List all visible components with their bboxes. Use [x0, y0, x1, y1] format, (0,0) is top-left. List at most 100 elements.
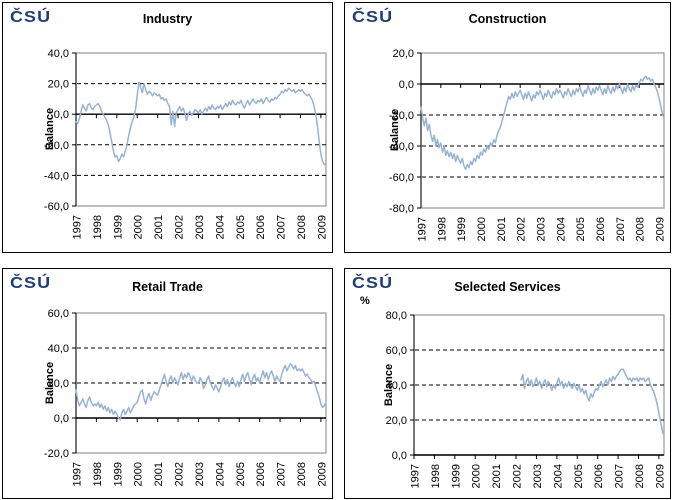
- y-axis-title: Balance: [44, 361, 56, 405]
- y-tick-label: 80,0: [386, 310, 407, 322]
- y-tick-label: -80,0: [389, 203, 414, 215]
- chart-title-industry: Industry: [142, 12, 193, 26]
- series-line-selected-services: [520, 368, 665, 437]
- x-tick-label: 2000: [133, 215, 145, 239]
- x-tick-label: 2004: [214, 215, 226, 239]
- x-tick-label: 1997: [410, 464, 422, 488]
- y-tick-label: 60,0: [386, 345, 407, 357]
- x-tick-label: 1999: [456, 217, 468, 241]
- y-tick-label: -60,0: [44, 201, 69, 213]
- plot-area-border: [75, 52, 327, 207]
- y-tick-label: 40,0: [48, 343, 69, 355]
- x-tick-label: 2007: [276, 462, 288, 486]
- x-tick-label: 2006: [593, 464, 605, 488]
- chart-panel-selected-services: 80,0 60,0 40,0 20,0 0,0 1997 1998 1999 2000 2001 2…: [344, 268, 671, 499]
- x-tick-label: 1999: [450, 464, 462, 488]
- x-tick-label: 2002: [174, 462, 186, 486]
- x-tick-label: 1999: [112, 215, 124, 239]
- y-tick-label: -20,0: [44, 448, 69, 460]
- x-tick-label: 2006: [255, 215, 267, 239]
- x-tick-label: 2007: [276, 215, 288, 239]
- x-tick-label: 2000: [476, 217, 488, 241]
- y-tick-label: 0,0: [392, 450, 407, 462]
- y-tick-label: -40,0: [44, 170, 69, 182]
- x-tick-label: 1997: [72, 215, 84, 239]
- series-line-industry: [75, 81, 327, 166]
- x-tick-label: 2001: [496, 217, 508, 241]
- y-tick-label: 40,0: [48, 48, 69, 60]
- x-tick-label: 2002: [512, 464, 524, 488]
- y-tick-label: 20,0: [393, 48, 414, 60]
- y-axis-title: Balance: [44, 107, 56, 151]
- x-tick-label: 1997: [72, 462, 84, 486]
- x-tick-label: 2005: [235, 462, 247, 486]
- x-tick-label: 2009: [655, 217, 667, 241]
- x-tick-label: 2005: [235, 215, 247, 239]
- y-tick-label: 20,0: [48, 79, 69, 91]
- y-tick-label: 20,0: [48, 378, 69, 390]
- csu-logo: ČSÚ: [10, 275, 52, 292]
- y-tick-label: -20,0: [44, 140, 69, 152]
- chart-panel-construction: 20,0 0,0 -20,0 -40,0 -60,0 -80,0 1997 1998 1999 2…: [344, 2, 671, 253]
- x-tick-label: 2009: [316, 215, 328, 239]
- x-tick-label: 2009: [654, 464, 666, 488]
- x-tick-label: 1999: [112, 462, 124, 486]
- x-tick-label: 2001: [153, 462, 165, 486]
- y-tick-label: -40,0: [389, 141, 414, 153]
- x-tick-label: 2002: [174, 215, 186, 239]
- x-tick-label: 1998: [92, 215, 104, 239]
- x-tick-label: 2003: [536, 217, 548, 241]
- x-tick-label: 2005: [575, 217, 587, 241]
- x-tick-label: 2003: [194, 462, 206, 486]
- csu-logo: ČSÚ: [352, 9, 394, 26]
- x-tick-label: 2007: [615, 217, 627, 241]
- x-tick-label: 2000: [133, 462, 145, 486]
- x-tick-label: 2007: [614, 464, 626, 488]
- x-tick-label: 2001: [491, 464, 503, 488]
- y-tick-label: 0,0: [399, 79, 414, 91]
- series-line-construction: [420, 75, 665, 171]
- x-tick-label: 2008: [635, 217, 647, 241]
- percent-unit-label: %: [360, 295, 370, 307]
- x-tick-label: 1998: [92, 462, 104, 486]
- x-tick-label: 2003: [532, 464, 544, 488]
- x-tick-label: 2006: [595, 217, 607, 241]
- x-tick-label: 2008: [296, 462, 308, 486]
- y-axis-title: Balance: [383, 363, 395, 407]
- chart-title-construction: Construction: [468, 12, 547, 26]
- y-tick-label: -20,0: [389, 110, 414, 122]
- x-tick-label: 2001: [153, 215, 165, 239]
- y-tick-label: 40,0: [386, 380, 407, 392]
- x-tick-label: 2002: [516, 217, 528, 241]
- x-tick-label: 1998: [436, 217, 448, 241]
- x-tick-label: 2008: [296, 215, 308, 239]
- y-tick-label: 0,0: [54, 109, 69, 121]
- x-tick-label: 2006: [255, 462, 267, 486]
- chart-title-retail-trade: Retail Trade: [132, 280, 203, 294]
- x-tick-label: 2003: [194, 215, 206, 239]
- chart-panel-industry: 40,0 20,0 0,0 -20,0 -40,0 -60,0 1997 1998 1999 20…: [2, 2, 333, 253]
- csu-logo: ČSÚ: [10, 9, 52, 26]
- chart-panel-retail-trade: 60,0 40,0 20,0 0,0 -20,0 1997 1998 1999 2000 2001…: [2, 268, 333, 499]
- y-axis-title: Balance: [389, 108, 401, 152]
- x-tick-label: 1998: [430, 464, 442, 488]
- chart-title-selected-services: Selected Services: [454, 280, 561, 294]
- x-tick-label: 2004: [214, 462, 226, 486]
- y-tick-label: 60,0: [48, 308, 69, 320]
- x-tick-label: 2004: [552, 464, 564, 488]
- y-tick-label: 20,0: [386, 415, 407, 427]
- x-tick-label: 2005: [573, 464, 585, 488]
- y-tick-label: 0,0: [54, 413, 69, 425]
- plot-area-border: [420, 52, 665, 209]
- series-line-retail-trade: [75, 363, 327, 421]
- y-tick-label: -60,0: [389, 172, 414, 184]
- x-tick-label: 1997: [417, 217, 429, 241]
- x-tick-label: 2008: [634, 464, 646, 488]
- x-tick-label: 2004: [555, 217, 567, 241]
- csu-logo: ČSÚ: [352, 275, 394, 292]
